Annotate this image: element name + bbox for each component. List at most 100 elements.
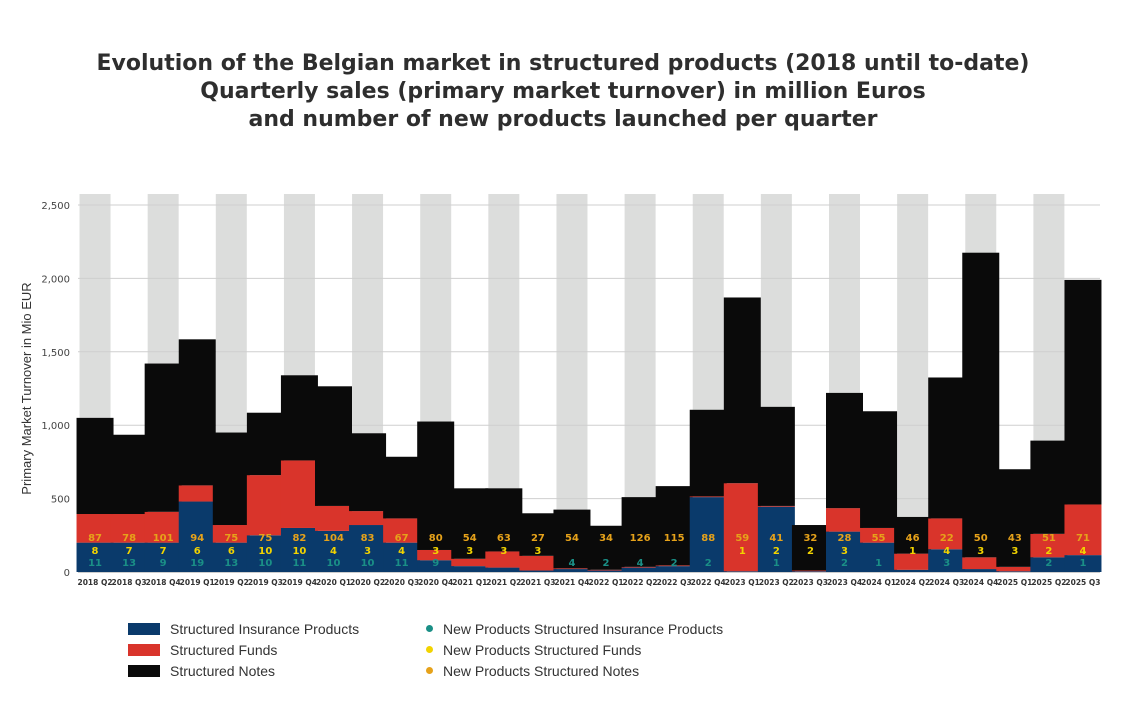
x-tick-label: 2022 Q1 xyxy=(588,578,623,587)
label-new-funds: 4 xyxy=(1079,546,1086,557)
label-new-funds: 3 xyxy=(1011,546,1018,557)
label-new-notes: 55 xyxy=(872,533,886,544)
x-tick-label: 2018 Q4 xyxy=(146,578,181,587)
bar-notes xyxy=(212,432,250,526)
label-new-notes: 126 xyxy=(630,533,651,544)
y-tick-label: 1,000 xyxy=(41,421,70,432)
label-new-insurance: 10 xyxy=(361,558,375,569)
label-new-notes: 34 xyxy=(599,533,613,544)
label-new-notes: 32 xyxy=(803,533,817,544)
bar-funds xyxy=(553,568,591,570)
y-tick-label: 2,000 xyxy=(41,274,70,285)
bar-funds xyxy=(246,475,284,536)
label-new-notes: 54 xyxy=(463,533,477,544)
label-new-notes: 51 xyxy=(1042,533,1056,544)
label-new-notes: 63 xyxy=(497,533,511,544)
y-tick-label: 500 xyxy=(51,495,70,506)
bar-funds xyxy=(1064,504,1102,556)
label-new-funds: 10 xyxy=(258,546,272,557)
bar-funds xyxy=(860,527,898,543)
legend-right: New Products Structured Insurance Produc… xyxy=(424,618,723,681)
bar-notes xyxy=(1064,279,1102,505)
legend-swatch-insurance xyxy=(128,622,160,635)
legend-label-new-funds: New Products Structured Funds xyxy=(443,641,642,658)
bar-insurance xyxy=(1064,555,1102,572)
bar-notes xyxy=(178,339,216,486)
label-new-insurance: 9 xyxy=(432,558,439,569)
label-new-insurance: 13 xyxy=(122,558,136,569)
chart-title: Evolution of the Belgian market in struc… xyxy=(0,50,1126,134)
bar-funds xyxy=(689,496,727,498)
bar-notes xyxy=(383,456,421,519)
bar-funds xyxy=(315,505,352,531)
bar-funds xyxy=(928,518,966,550)
legend-label-insurance: Structured Insurance Products xyxy=(170,620,360,637)
label-new-funds: 3 xyxy=(466,546,473,557)
bar-notes xyxy=(451,488,489,559)
bar-notes xyxy=(76,417,114,515)
label-new-notes: 71 xyxy=(1076,533,1090,544)
bar-notes xyxy=(485,488,523,552)
x-tick-label: 2021 Q1 xyxy=(452,578,487,587)
legend-dot-new-notes xyxy=(426,667,433,674)
bar-insurance xyxy=(110,542,148,572)
legend-label-new-insurance: New Products Structured Insurance Produc… xyxy=(443,620,724,637)
label-new-notes: 80 xyxy=(429,533,443,544)
y-tick-label: 1,500 xyxy=(41,348,70,359)
label-new-funds: 2 xyxy=(773,546,780,557)
label-new-notes: 28 xyxy=(838,533,852,544)
legend-item-notes: Structured Notes xyxy=(128,660,359,681)
label-new-funds: 7 xyxy=(126,546,133,557)
label-new-funds: 10 xyxy=(292,546,306,557)
x-tick-label: 2023 Q3 xyxy=(793,578,828,587)
label-new-funds: 2 xyxy=(807,546,814,557)
label-new-funds: 4 xyxy=(330,546,337,557)
label-new-insurance: 2 xyxy=(603,558,610,569)
bar-insurance xyxy=(655,566,693,572)
bar-insurance xyxy=(349,525,387,572)
bar-funds xyxy=(383,518,421,543)
x-tick-label: 2023 Q1 xyxy=(725,578,760,587)
bar-notes xyxy=(757,406,795,506)
bar-notes xyxy=(110,434,148,515)
bar-insurance xyxy=(553,569,591,572)
bar-notes xyxy=(315,386,352,506)
bar-notes xyxy=(621,497,659,567)
label-new-funds: 6 xyxy=(194,546,201,557)
label-new-funds: 1 xyxy=(909,546,916,557)
bar-insurance xyxy=(485,567,523,572)
bar-funds xyxy=(894,553,932,570)
legend-item-new-notes: New Products Structured Notes xyxy=(424,660,723,681)
label-new-notes: 22 xyxy=(940,533,954,544)
x-tick-label: 2022 Q3 xyxy=(657,578,692,587)
bar-notes xyxy=(928,377,966,519)
x-tick-label: 2022 Q4 xyxy=(691,578,726,587)
bar-insurance xyxy=(587,570,625,572)
label-new-funds: 7 xyxy=(160,546,167,557)
bar-funds xyxy=(280,460,318,528)
bar-funds xyxy=(178,485,216,502)
bar-insurance xyxy=(962,569,1000,572)
x-tick-label: 2022 Q2 xyxy=(623,578,658,587)
x-tick-label: 2024 Q4 xyxy=(963,578,998,587)
label-new-insurance: 9 xyxy=(160,558,167,569)
bar-insurance xyxy=(246,535,284,572)
bar-insurance xyxy=(723,571,761,572)
bar-funds xyxy=(110,514,148,543)
bar-funds xyxy=(757,505,795,507)
y-tick-label: 0 xyxy=(64,568,70,579)
label-new-insurance: 2 xyxy=(1045,558,1052,569)
bar-notes xyxy=(791,525,829,571)
bar-funds xyxy=(723,483,761,572)
bar-notes xyxy=(860,411,898,528)
bar-insurance xyxy=(860,542,898,572)
label-new-funds: 3 xyxy=(841,546,848,557)
label-new-notes: 54 xyxy=(565,533,579,544)
bar-insurance xyxy=(1030,557,1068,572)
bar-funds xyxy=(996,566,1034,572)
label-new-notes: 87 xyxy=(88,533,102,544)
bar-insurance xyxy=(212,542,250,572)
label-new-notes: 101 xyxy=(153,533,174,544)
x-tick-label: 2021 Q2 xyxy=(486,578,521,587)
bar-funds xyxy=(144,511,182,543)
